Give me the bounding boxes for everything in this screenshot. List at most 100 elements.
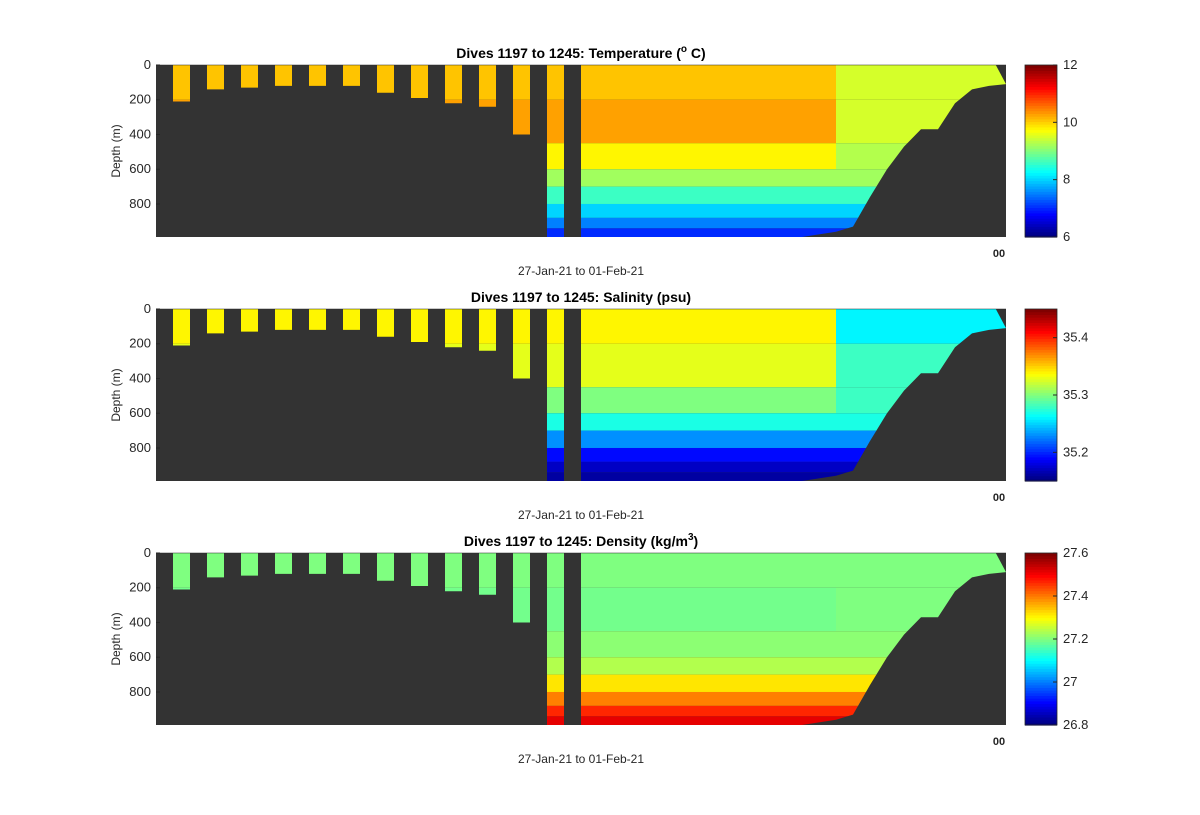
colorbar-tick-label: 35.3 [1063,387,1088,402]
x-axis-label: 27-Jan-21 to 01-Feb-21 [518,264,644,278]
colorbar-swatch [1025,665,1057,670]
colorbar-swatch [1025,411,1057,415]
colorbar-swatch [1025,405,1057,410]
colorbar-tick-label: 27.4 [1063,588,1088,603]
colorbar-swatch [1025,215,1057,219]
colorbar-swatch [1025,598,1057,602]
colorbar-swatch [1025,161,1057,166]
y-tick-label: 400 [129,614,151,629]
colorbar-swatch [1025,443,1057,447]
colorbar-swatch [1025,456,1057,461]
colorbar: 35.2 35.3 35.4 [1024,308,1088,482]
colorbar-swatch [1025,145,1057,149]
colorbar-tick-label: 8 [1063,172,1070,187]
colorbar-swatch [1025,378,1057,383]
colorbar-swatch [1025,164,1057,168]
colorbar-swatch [1025,451,1057,455]
colorbar-swatch [1025,129,1057,133]
y-axis-label: Depth (m) [109,368,123,421]
colorbar-swatch [1025,169,1057,174]
colorbar-swatch [1025,566,1057,570]
colorbar-swatch [1025,362,1057,367]
colorbar-swatch [1025,652,1057,656]
colorbar-swatch [1025,722,1057,726]
colorbar-swatch [1025,446,1057,450]
colorbar-swatch [1025,81,1057,85]
colorbar-swatch [1025,628,1057,632]
colorbar-swatch [1025,714,1057,718]
colorbar-swatch [1025,622,1057,627]
colorbar-swatch [1025,668,1057,672]
colorbar-swatch [1025,690,1057,694]
colorbar-swatch [1025,188,1057,192]
colorbar-swatch [1025,94,1057,98]
colorbar-swatch [1025,105,1057,109]
colorbar-swatch [1025,692,1057,697]
colorbar-swatch [1025,582,1057,586]
colorbar-swatch [1025,440,1057,444]
colorbar-swatch [1025,617,1057,621]
colorbar-swatch [1025,132,1057,136]
colorbar-swatch [1025,657,1057,662]
colorbar-swatch [1025,210,1057,214]
y-tick-label: 400 [129,370,151,385]
x-axis-label: 27-Jan-21 to 01-Feb-21 [518,508,644,522]
colorbar-swatch [1025,660,1057,664]
colorbar-swatch [1025,373,1057,377]
y-tick-label: 200 [129,580,151,595]
colorbar-swatch [1025,711,1057,715]
colorbar-swatch [1025,408,1057,412]
colorbar-swatch [1025,67,1057,71]
colorbar-swatch [1025,196,1057,200]
y-tick-label: 600 [129,649,151,664]
colorbar-swatch [1025,180,1057,184]
colorbar-swatch [1025,207,1057,211]
colorbar-swatch [1025,620,1057,624]
colorbar-swatch [1025,231,1057,235]
colorbar-swatch [1025,555,1057,559]
colorbar-swatch [1025,472,1057,477]
colorbar-swatch [1025,587,1057,592]
colorbar-swatch [1025,86,1057,90]
colorbar-swatch [1025,140,1057,144]
colorbar-tick-label: 6 [1063,229,1070,244]
colorbar-swatch [1025,311,1057,315]
colorbar-swatch [1025,319,1057,324]
colorbar-swatch [1025,330,1057,334]
colorbar-swatch [1025,609,1057,613]
x-axis-label: 27-Jan-21 to 01-Feb-21 [518,752,644,766]
colorbar-swatch [1025,83,1057,88]
colorbar-swatch [1025,204,1057,209]
y-tick-label: 200 [129,336,151,351]
colorbar-swatch [1025,606,1057,611]
colorbar-swatch [1025,89,1057,93]
colorbar-swatch [1025,309,1057,313]
colorbar-swatch [1025,346,1057,350]
colorbar-swatch [1025,333,1057,337]
colorbar-swatch [1025,478,1057,482]
colorbar-swatch [1025,317,1057,321]
colorbar-swatch [1025,464,1057,469]
colorbar-swatch [1025,625,1057,629]
y-tick-label: 0 [144,545,151,560]
colorbar-swatch [1025,630,1057,635]
colorbar-swatch [1025,343,1057,348]
colorbar-swatch [1025,438,1057,442]
colorbar-swatch [1025,435,1057,439]
colorbar-swatch [1025,413,1057,418]
y-tick-label: 200 [129,92,151,107]
colorbar-swatch [1025,395,1057,399]
x-tick-label: 00 [993,248,1005,260]
colorbar-swatch [1025,569,1057,573]
y-tick-label: 800 [129,684,151,699]
colorbar-swatch [1025,706,1057,710]
colorbar-swatch [1025,142,1057,147]
chart-panel-1: 0 200 400 600 800 00 Depth (m) 27-Jan-21 to 01-… [109,44,1077,278]
colorbar-swatch [1025,590,1057,594]
colorbar-swatch [1025,644,1057,648]
y-tick-label: 800 [129,196,151,211]
colorbar-tick-label: 27.2 [1063,631,1088,646]
colorbar-swatch [1025,716,1057,721]
colorbar-swatch [1025,384,1057,388]
colorbar-swatch [1025,416,1057,420]
